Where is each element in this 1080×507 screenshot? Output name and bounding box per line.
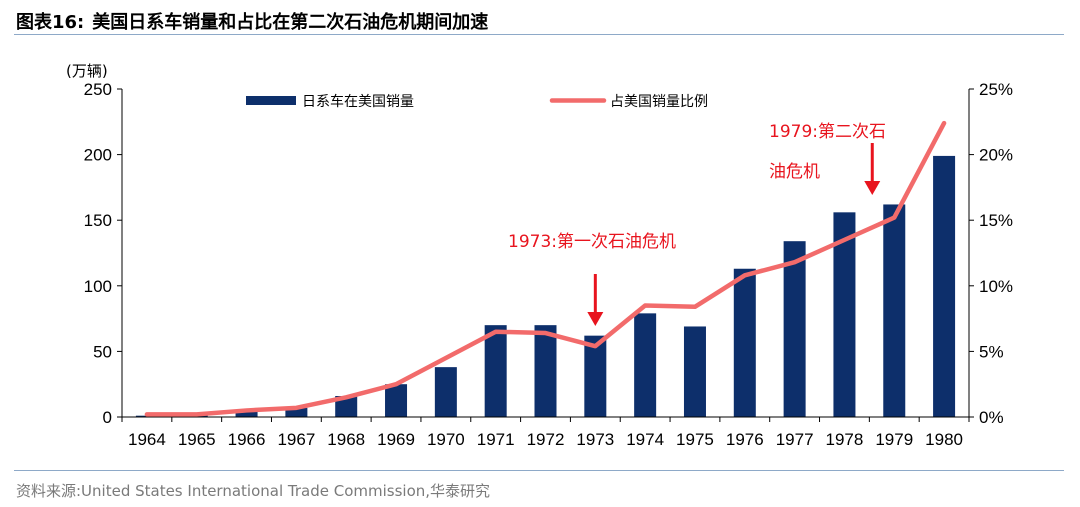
legend: 日系车在美国销量 占美国销量比例 [246,93,708,110]
bar-1979 [883,204,906,417]
axis-labels: 0 50 100 150 200 250 0% 5% 10% 15% 20% 25% 1964 1965 1… [66,62,1013,449]
x-tick-label: 1974 [626,430,664,449]
bar-1966 [235,410,258,417]
axes [117,88,974,422]
x-tick-label: 1973 [576,430,614,449]
x-tick-label: 1970 [427,430,465,449]
x-tick-label: 1969 [377,430,415,449]
bar-1971 [484,325,507,417]
y-tick-label-left: 200 [84,146,112,165]
bar-1968 [335,396,358,417]
annotation-1979-line1: 1979:第二次石 [769,122,886,142]
bar-1978 [833,212,856,417]
x-tick-label: 1967 [277,430,315,449]
x-tick-label: 1966 [228,430,266,449]
legend-swatch-bar [246,96,296,105]
arrow-1979-head [864,181,881,195]
y-tick-label-right: 5% [979,342,1004,361]
figure-label: 图表16: [16,12,85,33]
x-tick-label: 1979 [875,430,913,449]
title-rule [14,34,1064,35]
y-tick-label-left: 250 [84,80,112,99]
y-tick-label-right: 15% [979,211,1013,230]
bar-1974 [634,313,657,417]
x-tick-label: 1975 [676,430,714,449]
x-tick-label: 1972 [527,430,565,449]
annotation-1973: 1973:第一次石油危机 [508,232,676,252]
y-tick-label-left: 150 [84,211,112,230]
x-tick-label: 1977 [776,430,814,449]
bar-1976 [733,268,756,417]
y-tick-label-right: 20% [979,146,1013,165]
y-tick-label-left: 100 [84,277,112,296]
x-tick-label: 1964 [128,430,166,449]
arrow-1973-head [587,312,604,326]
figure-title-text: 美国日系车销量和占比在第二次石油危机期间加速 [92,12,489,33]
annotations: 1973:第一次石油危机 1979:第二次石油危机 [508,122,886,326]
x-tick-label: 1980 [925,430,963,449]
line-series [144,120,947,417]
bar-1972 [534,325,557,417]
x-tick-label: 1976 [726,430,764,449]
y-tick-label-right: 25% [979,80,1013,99]
x-tick-label: 1971 [477,430,515,449]
source-rule [14,470,1064,471]
bar-1967 [285,407,308,417]
bar-series [135,155,956,418]
bar-1977 [783,241,806,417]
figure-title: 图表16: 美国日系车销量和占比在第二次石油危机期间加速 [16,8,488,34]
bar-1969 [385,384,408,417]
y-tick-label-left: 0 [103,408,112,427]
bar-1975 [683,326,706,417]
y-axis-unit-label: (万辆) [66,62,108,80]
x-tick-label: 1968 [327,430,365,449]
legend-label-line: 占美国销量比例 [610,94,708,110]
legend-label-bar: 日系车在美国销量 [302,93,414,110]
y-tick-label-left: 50 [93,342,112,361]
y-tick-label-right: 10% [979,277,1013,296]
bar-1973 [584,335,607,417]
source-note: 资料来源:United States International Trade C… [16,482,491,500]
y-tick-label-right: 0% [979,408,1004,427]
bar-1980 [933,155,956,418]
bar-1970 [434,367,457,417]
annotation-1979-line2: 油危机 [769,162,820,182]
x-tick-label: 1978 [826,430,864,449]
x-tick-label: 1965 [178,430,216,449]
